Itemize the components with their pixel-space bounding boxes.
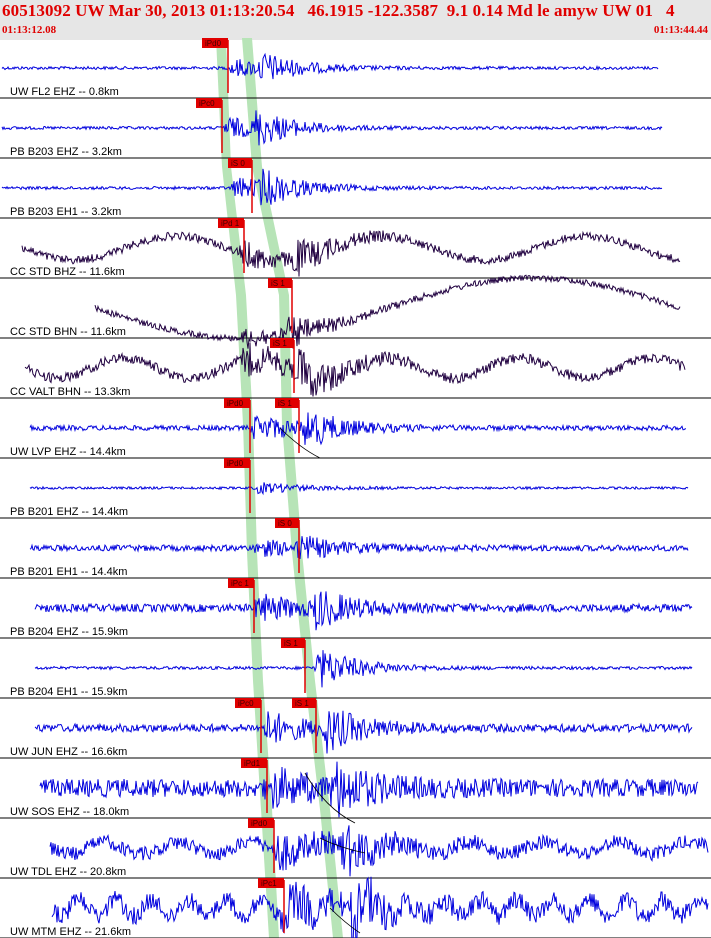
- s-pick-label: iS 1: [284, 639, 298, 648]
- waveform-trace: [21, 230, 681, 277]
- p-pick-label: iPc0: [199, 99, 215, 108]
- waveform-trace: [29, 412, 687, 446]
- s-pick-flag[interactable]: [268, 278, 292, 288]
- travel-time-curve: [279, 427, 321, 459]
- p-pick-flag[interactable]: [224, 458, 250, 468]
- trace-label: UW MTM EHZ -- 21.6km: [10, 926, 131, 938]
- p-pick-label: iPd1: [244, 759, 261, 768]
- waveform-trace: [34, 591, 693, 631]
- s-pick-label: iS 1: [271, 279, 285, 288]
- p-pick-flag[interactable]: [235, 698, 261, 708]
- waveform-trace: [1, 110, 663, 146]
- trace-label: PB B203 EH1 -- 3.2km: [10, 206, 121, 218]
- trace-label: UW JUN EHZ -- 16.6km: [10, 746, 127, 758]
- trace-label: PB B203 EHZ -- 3.2km: [10, 146, 122, 158]
- p-pick-flag[interactable]: [228, 578, 254, 588]
- p-pick-flag[interactable]: [248, 818, 274, 828]
- s-pick-flag[interactable]: [275, 398, 299, 408]
- waveform-trace: [34, 710, 693, 754]
- trace-label: CC STD BHN -- 11.6km: [10, 326, 126, 338]
- s-pick-flag[interactable]: [270, 338, 294, 348]
- trace-label: UW FL2 EHZ -- 0.8km: [10, 86, 119, 98]
- s-pick-label: iS 1: [295, 699, 309, 708]
- p-pick-label: iPc0: [238, 699, 254, 708]
- trace-label: PB B204 EH1 -- 15.9km: [10, 686, 127, 698]
- trace-label: UW LVP EHZ -- 14.4km: [10, 446, 126, 458]
- waveform-trace: [29, 482, 689, 496]
- waveform-trace: [24, 342, 686, 397]
- s-pick-flag[interactable]: [228, 158, 252, 168]
- header-bar: 60513092 UW Mar 30, 2013 01:13:20.54 46.…: [0, 0, 711, 40]
- trace-label: UW TDL EHZ -- 20.8km: [10, 866, 126, 878]
- travel-time-curve: [304, 772, 356, 824]
- p-pick-flag[interactable]: [202, 38, 228, 48]
- event-title: 60513092 UW Mar 30, 2013 01:13:20.54 46.…: [2, 1, 675, 20]
- waveform-trace: [34, 650, 693, 688]
- p-pick-label: iPd0: [205, 39, 222, 48]
- travel-time-curve: [329, 907, 361, 934]
- trace-label: CC STD BHZ -- 11.6km: [10, 266, 125, 278]
- waveform-trace: [51, 876, 709, 938]
- waveform-trace: [29, 535, 689, 559]
- window-end-time: 01:13:44.44: [653, 24, 708, 36]
- waveform-trace: [49, 825, 709, 877]
- s-pick-label: iS 0: [278, 519, 292, 528]
- s-pick-flag[interactable]: [292, 698, 316, 708]
- trace-label: UW SOS EHZ -- 18.0km: [10, 806, 129, 818]
- trace-label: PB B204 EHZ -- 15.9km: [10, 626, 128, 638]
- trace-label: PB B201 EH1 -- 14.4km: [10, 566, 127, 578]
- waveform-trace: [39, 761, 699, 818]
- waveform-trace: [1, 168, 663, 206]
- p-pick-label: iPd 1: [221, 219, 240, 228]
- p-pick-flag[interactable]: [241, 758, 267, 768]
- p-pick-flag[interactable]: [258, 878, 284, 888]
- s-pick-flag[interactable]: [281, 638, 305, 648]
- seismogram-plot: iPd0 UW FL2 EHZ -- 0.8km iPc0 PB B203 EHZ -…: [0, 38, 711, 938]
- s-pick-flag[interactable]: [275, 518, 299, 528]
- p-pick-label: iPd0: [227, 459, 244, 468]
- trace-label: PB B201 EHZ -- 14.4km: [10, 506, 128, 518]
- p-pick-flag[interactable]: [196, 98, 222, 108]
- s-pick-label: iS 1: [278, 399, 292, 408]
- waveform-trace: [1, 52, 659, 80]
- s-pick-label: iS 0: [231, 159, 245, 168]
- p-pick-label: iPd0: [227, 399, 244, 408]
- trace-label: CC VALT BHN -- 13.3km: [10, 386, 130, 398]
- s-pick-label: iS 1: [273, 339, 287, 348]
- travel-time-curve: [319, 837, 366, 854]
- p-pick-flag[interactable]: [224, 398, 250, 408]
- p-pick-flag[interactable]: [218, 218, 244, 228]
- p-pick-label: iPd0: [251, 819, 268, 828]
- p-pick-label: iPc 1: [231, 579, 249, 588]
- p-pick-label: iPc1: [261, 879, 277, 888]
- window-start-time: 01:13:12.08: [2, 24, 57, 36]
- waveform-trace: [94, 274, 681, 349]
